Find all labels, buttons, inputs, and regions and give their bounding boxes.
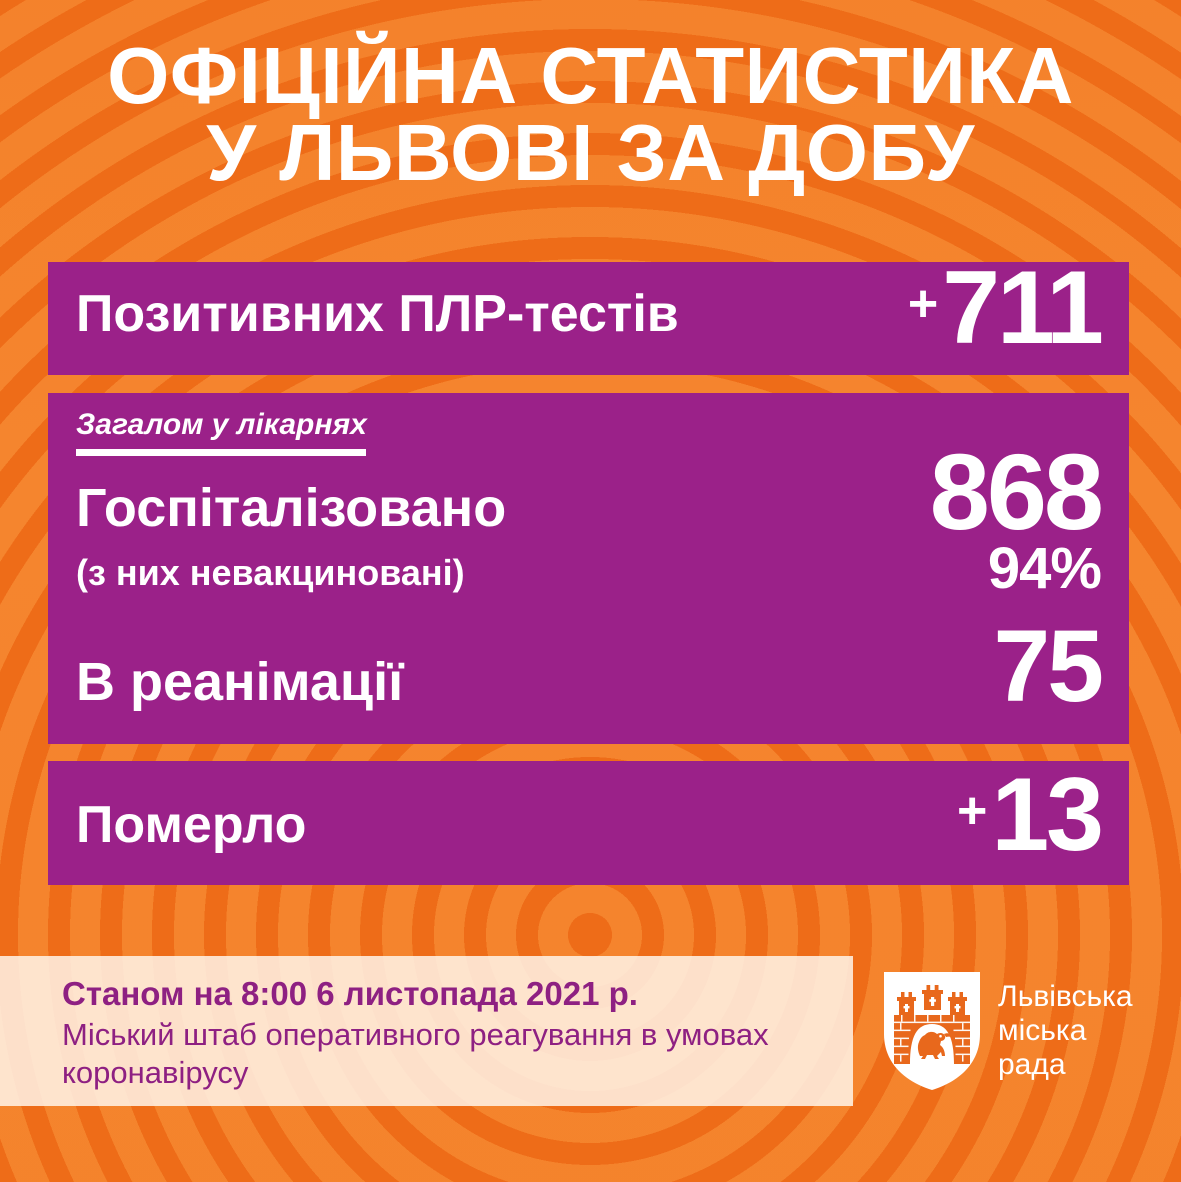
deaths-value: +13: [956, 763, 1104, 867]
pcr-tests-value: +711: [907, 256, 1104, 360]
hospitalized-value: 868: [929, 431, 1104, 552]
pcr-plus-sign: +: [907, 275, 939, 333]
hospitalized-label: Госпіталізовано: [76, 478, 507, 538]
lviv-coat-of-arms-icon: [884, 972, 980, 1090]
footer-text-block: Станом на 8:00 6 листопада 2021 р. Міськ…: [62, 974, 832, 1092]
unvaccinated-label: (з них невакциновані): [76, 552, 465, 593]
footer-timestamp: Станом на 8:00 6 листопада 2021 р.: [62, 975, 638, 1012]
icu-label: В реанімації: [76, 652, 404, 712]
deaths-number: 13: [991, 757, 1104, 873]
page-title-line-1: ОФІЦІЙНА СТАТИСТИКА: [107, 31, 1074, 120]
stat-card-deaths: Померло +13: [48, 761, 1129, 885]
hospital-note-label: Загалом у лікарнях: [76, 408, 367, 441]
page-title: ОФІЦІЙНА СТАТИСТИКА У ЛЬВОВІ ЗА ДОБУ: [0, 31, 1181, 197]
icu-value: 75: [993, 609, 1104, 723]
unvaccinated-value: 94%: [987, 536, 1102, 601]
deaths-label: Померло: [76, 796, 307, 854]
footer-panel: [0, 956, 853, 1106]
stat-card-pcr-tests: Позитивних ПЛР-тестів +711: [48, 256, 1129, 375]
lviv-city-council-logo: Львівська міська рада: [884, 966, 1174, 1096]
pcr-tests-label: Позитивних ПЛР-тестів: [76, 285, 679, 343]
hospital-note-underline: [76, 449, 366, 456]
footer-organization: Міський штаб оперативного реагування в у…: [62, 1017, 769, 1091]
logo-text-line-3: рада: [998, 1048, 1066, 1082]
logo-text-line-2: міська: [998, 1013, 1087, 1047]
deaths-plus-sign: +: [956, 782, 988, 840]
stat-card-hospitalization: Загалом у лікарнях Госпіталізовано 868 (…: [48, 393, 1129, 744]
logo-text-line-1: Львівська: [998, 979, 1133, 1013]
logo-text-block: Львівська міська рада: [998, 980, 1133, 1083]
page-title-line-2: У ЛЬВОВІ ЗА ДОБУ: [206, 107, 975, 197]
pcr-number: 711: [942, 250, 1104, 366]
